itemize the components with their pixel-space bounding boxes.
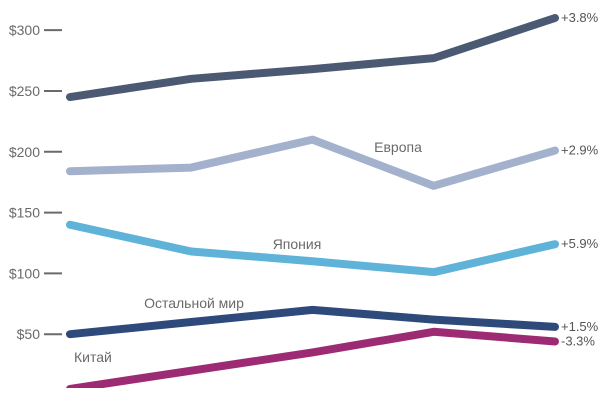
y-tick-label: $300 xyxy=(9,22,40,38)
series-line-s1 xyxy=(66,14,559,102)
series-label-s3: Япония xyxy=(273,236,322,252)
series-line-s5 xyxy=(66,327,559,393)
y-tick-label: $250 xyxy=(9,83,40,99)
end-label-s5: -3.3% xyxy=(561,333,595,348)
end-labels: +3.8% +2.9% +5.9% +1.5%-3.3% xyxy=(561,10,598,348)
end-label-s1: +3.8% xyxy=(561,10,598,25)
series-line-s2 xyxy=(66,135,559,190)
y-tick-label: $200 xyxy=(9,144,40,160)
y-tick-label: $150 xyxy=(9,205,40,221)
series-lines xyxy=(66,14,559,393)
y-tick-label: $50 xyxy=(17,326,41,342)
y-axis: $300 $250 $200 $150 $100 $50 xyxy=(9,22,62,342)
series-label-s5: Китай xyxy=(74,349,112,365)
series-line-s4 xyxy=(66,305,559,339)
series-line-s3 xyxy=(66,220,559,277)
series-label-s2: Европа xyxy=(374,139,422,155)
end-label-s4: +1.5% xyxy=(561,319,598,334)
series-label-s4: Остальной мир xyxy=(144,295,244,311)
y-tick-label: $100 xyxy=(9,265,40,281)
end-label-s3: +5.9% xyxy=(561,236,598,251)
end-label-s2: +2.9% xyxy=(561,143,598,158)
series-labels: Европа Япония Остальной мир Китай xyxy=(74,139,422,365)
